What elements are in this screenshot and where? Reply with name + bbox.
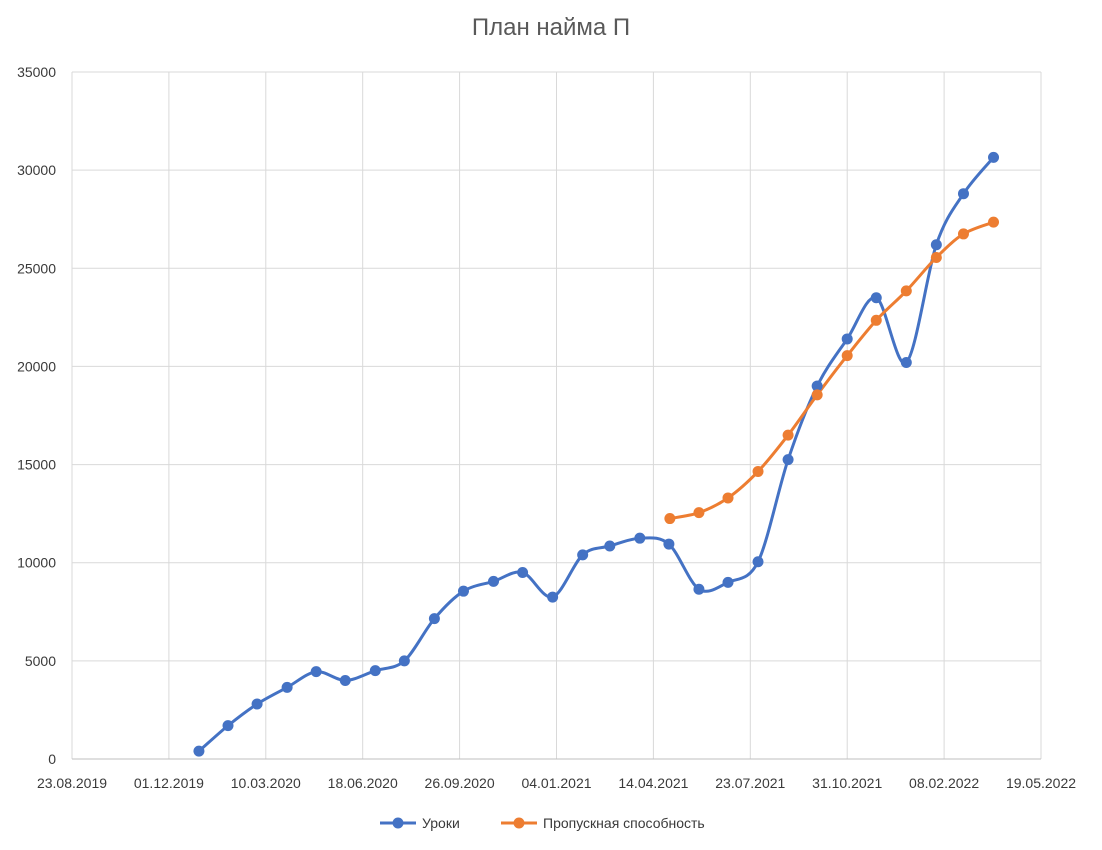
y-tick-label: 30000 bbox=[17, 162, 56, 178]
data-point-series-1 bbox=[988, 216, 1000, 228]
y-tick-label: 5000 bbox=[25, 653, 56, 669]
grid-lines bbox=[71, 71, 1042, 760]
data-point-series-1 bbox=[957, 228, 969, 240]
data-point-series-1 bbox=[870, 314, 882, 326]
data-point-series-0 bbox=[281, 681, 293, 693]
x-tick-label: 26.09.2020 bbox=[425, 775, 495, 791]
data-point-series-0 bbox=[547, 591, 559, 603]
x-tick-label: 04.01.2021 bbox=[521, 775, 591, 791]
data-point-series-1 bbox=[664, 513, 676, 525]
data-point-series-1 bbox=[693, 507, 705, 519]
data-point-series-0 bbox=[634, 532, 646, 544]
data-point-series-0 bbox=[782, 454, 794, 466]
legend-swatch-marker bbox=[513, 817, 525, 829]
data-points bbox=[193, 151, 1000, 757]
y-tick-label: 15000 bbox=[17, 457, 56, 473]
data-point-series-0 bbox=[339, 674, 351, 686]
legend: Уроки Пропускная способность bbox=[380, 815, 705, 831]
series-lines bbox=[197, 155, 995, 753]
x-tick-label: 23.07.2021 bbox=[715, 775, 785, 791]
x-tick-label: 23.08.2019 bbox=[37, 775, 107, 791]
data-point-series-0 bbox=[488, 575, 500, 587]
data-point-series-0 bbox=[310, 666, 322, 678]
x-tick-label: 19.05.2022 bbox=[1006, 775, 1076, 791]
chart-title: План найма П bbox=[471, 14, 631, 41]
x-tick-label: 08.02.2022 bbox=[909, 775, 979, 791]
legend-label: Уроки bbox=[422, 815, 460, 831]
data-point-series-0 bbox=[752, 556, 764, 568]
data-point-series-0 bbox=[517, 567, 529, 579]
y-tick-label: 20000 bbox=[17, 358, 56, 374]
series-line-0 bbox=[197, 155, 995, 753]
y-tick-label: 35000 bbox=[17, 64, 56, 80]
data-point-series-0 bbox=[663, 538, 675, 550]
data-point-series-0 bbox=[577, 549, 589, 561]
data-point-series-0 bbox=[369, 665, 381, 677]
data-point-series-0 bbox=[193, 745, 205, 757]
data-point-series-0 bbox=[870, 292, 882, 304]
x-tick-label: 01.12.2019 bbox=[134, 775, 204, 791]
y-tick-label: 10000 bbox=[17, 555, 56, 571]
data-point-series-0 bbox=[957, 188, 969, 200]
legend-label: Пропускная способность bbox=[543, 815, 705, 831]
data-point-series-1 bbox=[782, 429, 794, 441]
data-point-series-1 bbox=[811, 389, 823, 401]
data-point-series-0 bbox=[930, 239, 942, 251]
data-point-series-0 bbox=[811, 380, 823, 392]
data-point-series-0 bbox=[988, 151, 1000, 163]
data-point-series-0 bbox=[722, 576, 734, 588]
data-point-series-0 bbox=[900, 357, 912, 369]
data-point-series-0 bbox=[222, 720, 234, 732]
x-tick-label: 18.06.2020 bbox=[328, 775, 398, 791]
series-line-1 bbox=[668, 220, 995, 520]
data-point-series-1 bbox=[752, 465, 764, 477]
x-tick-label: 10.03.2020 bbox=[231, 775, 301, 791]
data-point-series-1 bbox=[900, 285, 912, 297]
data-point-series-0 bbox=[398, 655, 410, 667]
data-point-series-0 bbox=[251, 698, 263, 710]
legend-swatch-marker bbox=[392, 817, 404, 829]
data-point-series-0 bbox=[457, 585, 469, 597]
data-point-series-0 bbox=[604, 540, 616, 552]
y-tick-label: 0 bbox=[48, 751, 56, 767]
data-point-series-0 bbox=[693, 583, 705, 595]
data-point-series-1 bbox=[930, 251, 942, 263]
x-tick-label: 14.04.2021 bbox=[618, 775, 688, 791]
axes: 0 5000 10000 15000 20000 25000 30000 35000 23.08… bbox=[17, 64, 1076, 791]
data-point-series-1 bbox=[722, 492, 734, 504]
data-point-series-0 bbox=[428, 613, 440, 625]
data-point-series-1 bbox=[841, 350, 853, 362]
data-point-series-0 bbox=[841, 333, 853, 345]
x-tick-label: 31.10.2021 bbox=[812, 775, 882, 791]
y-tick-label: 25000 bbox=[17, 260, 56, 276]
